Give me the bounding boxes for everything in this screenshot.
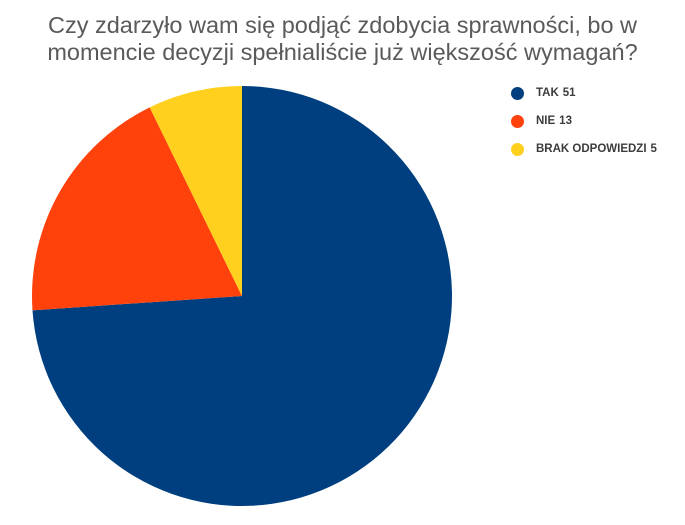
legend-swatch-tak — [511, 86, 524, 100]
legend-label-nie: NIE — [536, 115, 556, 127]
legend-label-tak: TAK — [536, 87, 559, 99]
chart-legend: TAK 51 NIE 13 BRAK ODPOWIEDZI 5 — [511, 86, 657, 170]
chart-title-line-1: Czy zdarzyło wam się podjąć zdobycia spr… — [47, 12, 638, 38]
legend-swatch-nie — [511, 114, 524, 128]
legend-item-brak-odpowiedzi: BRAK ODPOWIEDZI 5 — [511, 142, 657, 156]
legend-value-brak-odpowiedzi: 5 — [650, 143, 657, 155]
legend-swatch-brak-odpowiedzi — [511, 142, 524, 156]
pie-slice-brak-odpowiedzi — [149, 86, 242, 296]
legend-label-brak-odpowiedzi: BRAK ODPOWIEDZI — [536, 143, 647, 155]
legend-value-tak: 51 — [562, 87, 576, 99]
chart-title: Czy zdarzyło wam się podjąć zdobycia spr… — [0, 12, 685, 66]
chart-title-line-2: momencie decyzji spełnialiście już więks… — [47, 39, 638, 65]
legend-item-tak: TAK 51 — [511, 86, 657, 100]
pie-slice-tak — [32, 86, 452, 506]
legend-item-nie: NIE 13 — [511, 114, 657, 128]
pie-slice-nie — [31, 107, 242, 311]
legend-value-nie: 13 — [559, 115, 572, 127]
